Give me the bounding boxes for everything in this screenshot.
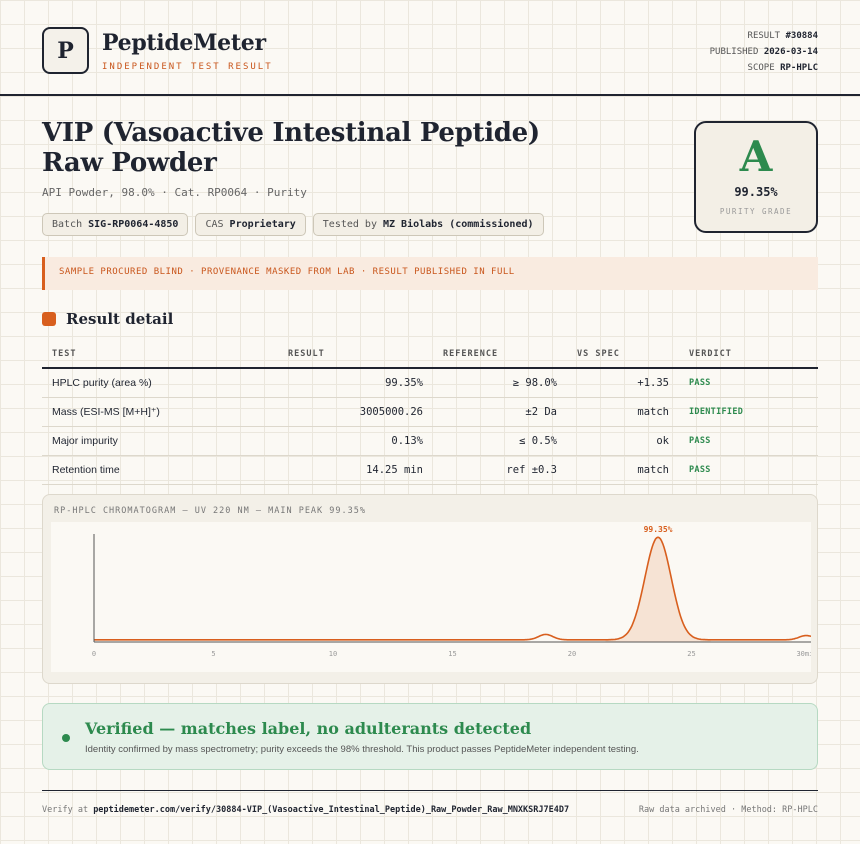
section-square-icon <box>42 312 56 326</box>
product-subtitle: API Powder, 98.0% · Cat. RP0064 · Purity <box>42 186 307 199</box>
cell-test: Mass (ESI-MS [M+H]⁺) <box>42 397 278 427</box>
col-test: TEST <box>42 341 278 369</box>
cell-verdict: PASS <box>679 368 818 398</box>
x-tick-label: 25 <box>687 650 695 658</box>
chromatogram-trace <box>94 536 811 641</box>
cell-vs-spec: +1.35 <box>567 368 679 398</box>
result-number: #30884 <box>785 31 818 41</box>
brand-block: PeptideMeter INDEPENDENT TEST RESULT <box>102 30 273 72</box>
cell-reference: ≥ 98.0% <box>433 368 567 398</box>
section-title: Result detail <box>66 310 174 328</box>
cas-value: Proprietary <box>229 219 296 230</box>
cell-result: 0.13% <box>278 426 433 456</box>
published-date: 2026-03-14 <box>763 47 818 57</box>
table-row: Mass (ESI-MS [M+H]⁺) 3005000.26 ±2 Da ma… <box>42 397 818 427</box>
chromatogram-svg: 0 5 10 15 20 25 30min 99.35% <box>92 525 811 658</box>
cell-verdict: PASS <box>679 455 818 485</box>
results-table: TEST RESULT REFERENCE VS SPEC VERDICT HP… <box>42 341 818 485</box>
cell-result: 99.35% <box>278 368 433 398</box>
grade-value: 99.35% <box>734 185 778 199</box>
header-divider <box>0 94 860 96</box>
brand-tagline: INDEPENDENT TEST RESULT <box>102 62 273 72</box>
chromatogram-plot-area: 0 5 10 15 20 25 30min 99.35% <box>51 522 811 672</box>
result-detail-heading: Result detail <box>42 310 173 328</box>
cell-vs-spec: ok <box>567 426 679 456</box>
col-result: RESULT <box>278 341 433 369</box>
grade-letter: A <box>739 132 773 181</box>
table-row: HPLC purity (area %) 99.35% ≥ 98.0% +1.3… <box>42 368 818 398</box>
table-header-row: TEST RESULT REFERENCE VS SPEC VERDICT <box>42 341 818 369</box>
x-tick-label: 15 <box>448 650 456 658</box>
brand-logo: P <box>42 27 89 74</box>
col-verdict: VERDICT <box>679 341 818 369</box>
cas-label: CAS <box>205 219 224 230</box>
verify-link[interactable]: peptidemeter.com/verify/30884-VIP_(Vasoa… <box>93 805 570 815</box>
verified-status-icon <box>62 734 70 742</box>
main-peak-annotation: 99.35% <box>644 525 673 534</box>
x-tick-label: 0 <box>92 650 96 658</box>
cell-reference: ≤ 0.5% <box>433 426 567 456</box>
batch-value: SIG-RP0064-4850 <box>88 219 179 230</box>
cell-verdict: PASS <box>679 426 818 456</box>
verified-text: Identity confirmed by mass spectrometry;… <box>85 744 639 755</box>
cas-chip: CAS Proprietary <box>195 213 306 236</box>
cell-vs-spec: match <box>567 397 679 427</box>
x-tick-label: 10 <box>329 650 337 658</box>
tested-by-value: MZ Biolabs (commissioned) <box>383 219 534 230</box>
verify-prefix: Verify at <box>42 805 89 815</box>
result-label: RESULT <box>747 31 781 41</box>
col-vs-spec: VS SPEC <box>567 341 679 369</box>
result-meta: RESULT #30884 PUBLISHED 2026-03-14 SCOPE… <box>710 28 818 76</box>
cell-reference: ±2 Da <box>433 397 567 427</box>
tested-by-label: Tested by <box>322 219 377 230</box>
purity-grade-card: A 99.35% PURITY GRADE <box>694 121 818 233</box>
chromatogram-card: RP-HPLC CHROMATOGRAM — UV 220 NM — MAIN … <box>42 494 818 684</box>
blind-sample-banner: SAMPLE PROCURED BLIND · PROVENANCE MASKE… <box>42 257 818 290</box>
main-peak-fill <box>605 537 711 642</box>
batch-label: Batch <box>52 219 83 230</box>
cell-test: HPLC purity (area %) <box>42 368 278 398</box>
published-label: PUBLISHED <box>709 47 759 57</box>
scope-label: SCOPE <box>747 63 775 73</box>
verify-line: Verify at peptidemeter.com/verify/30884-… <box>42 805 569 815</box>
footer-method: Raw data archived · Method: RP-HPLC <box>638 805 818 815</box>
col-reference: REFERENCE <box>433 341 567 369</box>
batch-chip: Batch SIG-RP0064-4850 <box>42 213 189 236</box>
cell-verdict: IDENTIFIED <box>679 397 818 427</box>
x-tick-label: 20 <box>568 650 576 658</box>
verified-panel: Verified — matches label, no adulterants… <box>42 703 818 770</box>
cell-result: 3005000.26 <box>278 397 433 427</box>
product-title: VIP (Vasoactive Intestinal Peptide) Raw … <box>42 118 540 178</box>
x-tick-label: 30min <box>796 650 811 658</box>
verified-title: Verified — matches label, no adulterants… <box>85 719 532 738</box>
brand-name: PeptideMeter <box>102 30 266 56</box>
cell-result: 14.25 min <box>278 455 433 485</box>
cell-vs-spec: match <box>567 455 679 485</box>
grade-label: PURITY GRADE <box>719 207 793 216</box>
cell-test: Retention time <box>42 455 278 485</box>
table-row: Retention time 14.25 min ref ±0.3 match … <box>42 455 818 485</box>
tested-by-chip: Tested by MZ Biolabs (commissioned) <box>312 213 544 236</box>
footer-divider <box>42 790 818 791</box>
x-tick-label: 5 <box>211 650 215 658</box>
table-row: Major impurity 0.13% ≤ 0.5% ok PASS <box>42 426 818 456</box>
cell-reference: ref ±0.3 <box>433 455 567 485</box>
product-chips: Batch SIG-RP0064-4850 CAS Proprietary Te… <box>42 213 544 236</box>
scope-value: RP-HPLC <box>780 63 818 73</box>
chart-title: RP-HPLC CHROMATOGRAM — UV 220 NM — MAIN … <box>54 506 366 516</box>
cell-test: Major impurity <box>42 426 278 456</box>
